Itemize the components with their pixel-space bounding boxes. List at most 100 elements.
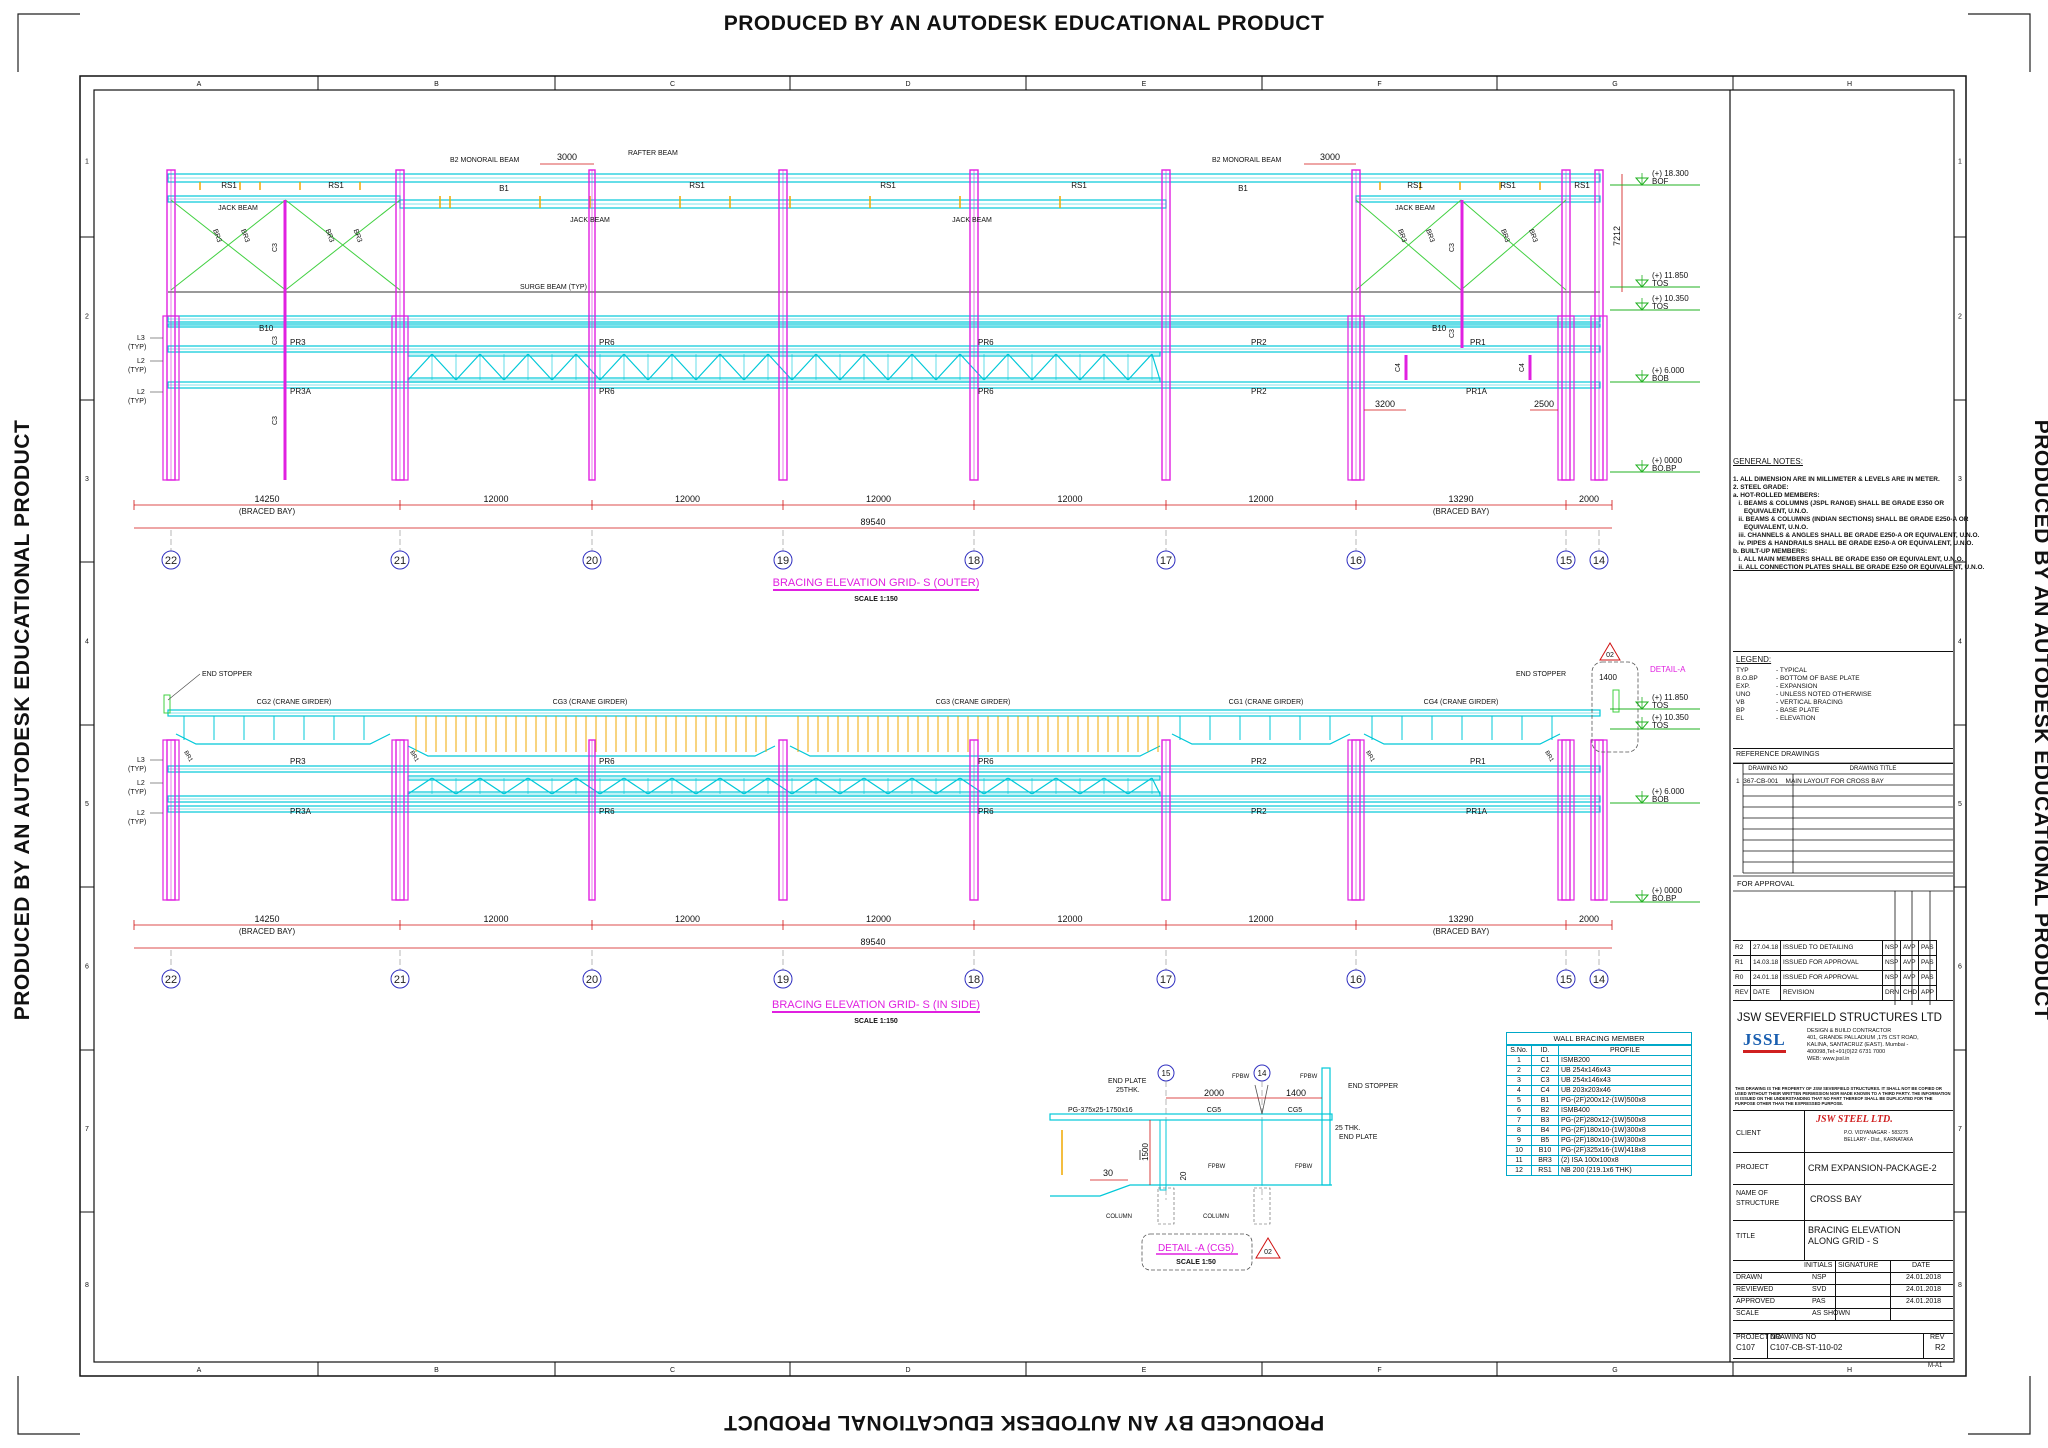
- girder-label: CG3 (CRANE GIRDER): [936, 699, 1011, 706]
- end-plate-label: END PLATE: [1339, 1134, 1378, 1141]
- wb-row: 9 B5 PG-(2F)180x10-(1W)300x8: [1506, 1135, 1692, 1146]
- border-row-label: 2: [1958, 314, 1962, 321]
- pr1-label: PR1: [1470, 757, 1486, 766]
- braced-bay-label: (BRACED BAY): [1433, 927, 1490, 936]
- level-value: (+) 10.350: [1652, 713, 1689, 722]
- bay-dim: 12000: [866, 914, 891, 924]
- truss-diagonal: [551, 353, 577, 381]
- truss-diagonal: [1055, 777, 1081, 795]
- ref-head-no: DRAWING NO: [1748, 766, 1788, 772]
- revision-cell: PAS: [1919, 956, 1937, 970]
- pr1a-label: PR1A: [1466, 807, 1488, 816]
- border-col-label: H: [1847, 81, 1852, 88]
- border-col-label: B: [434, 1367, 439, 1374]
- rs1-label: RS1: [880, 181, 896, 190]
- note-line: ii. ALL CONNECTION PLATES SHALL BE GRADE…: [1733, 564, 1985, 571]
- wb-cell: C4: [1531, 1085, 1559, 1096]
- wb-cell: BR3: [1531, 1155, 1559, 1166]
- br1-label: BR1: [408, 750, 419, 764]
- dim-3200: 3200: [1375, 399, 1395, 409]
- detail-a: 15 14 END PLATE 25THK. PG-375x25-1750x16 CG5 C…: [1049, 1064, 1398, 1271]
- rs1-label: RS1: [689, 181, 705, 190]
- fpbw-label: FPBW: [1300, 1074, 1318, 1080]
- truss-diagonal: [719, 353, 745, 381]
- legend-abbr: EXP.: [1736, 683, 1750, 690]
- title-rule: [1733, 1260, 1953, 1261]
- border-col-label: C: [670, 81, 675, 88]
- revision-cell: AVP: [1901, 956, 1919, 970]
- rs1-label: RS1: [1500, 181, 1516, 190]
- wb-cell: 12: [1506, 1165, 1532, 1176]
- bay-dim: 12000: [1248, 914, 1273, 924]
- wb-cell: 11: [1506, 1155, 1532, 1166]
- detail-ref-triangle: [1255, 1237, 1281, 1259]
- wb-cell: PG-(2F)200x12-(1W)500x8: [1558, 1095, 1692, 1106]
- legend-abbr: UNO: [1736, 691, 1751, 698]
- bay-dim: 12000: [483, 494, 508, 504]
- wb-cell: ISMB200: [1558, 1055, 1692, 1066]
- elevation-inside: END STOPPER END STOPPER CG2 (CRANE GIRDER)…: [128, 642, 1700, 989]
- truss-diagonal: [647, 353, 673, 381]
- company-address-line: WEB: www.jssl.in: [1807, 1056, 1850, 1062]
- end-stopper-label: END STOPPER: [1348, 1083, 1398, 1090]
- truss-diagonal: [791, 777, 817, 795]
- border-row-label: 2: [85, 314, 89, 321]
- b2-label: B2 MONORAIL BEAM: [450, 157, 520, 164]
- cg5-label: CG5: [1288, 1107, 1303, 1114]
- border-row-label: 3: [1958, 476, 1962, 483]
- project-label: PROJECT: [1736, 1164, 1769, 1171]
- legend-desc: - BASE PLATE: [1776, 707, 1820, 714]
- wb-cell: ISMB400: [1558, 1105, 1692, 1116]
- revision-cell: ISSUED FOR APPROVAL: [1781, 971, 1883, 985]
- dim-30: 30: [1103, 1168, 1113, 1178]
- note-line: iv. PIPES & HANDRAILS SHALL BE GRADE E25…: [1733, 540, 1974, 547]
- thk-label: 25THK.: [1116, 1087, 1140, 1094]
- detail-column: [1157, 1187, 1175, 1225]
- wb-cell: 8: [1506, 1125, 1532, 1136]
- typ-label: (TYP): [128, 766, 146, 773]
- wb-row: 12 RS1 NB 200 (219.1x6 THK): [1506, 1165, 1692, 1176]
- legend-item: VB - VERTICAL BRACING: [1736, 699, 1952, 707]
- detail-ref-triangle: [1599, 642, 1621, 661]
- wb-cell: UB 254x146x43: [1558, 1075, 1692, 1086]
- legend-abbr: EL: [1736, 715, 1744, 722]
- wb-cell: RS1: [1531, 1165, 1559, 1176]
- grid-bubble: [1156, 969, 1176, 989]
- level-tag: BO.BP: [1652, 464, 1676, 473]
- truss-diagonal: [839, 353, 865, 381]
- wb-cell: 1: [1506, 1055, 1532, 1066]
- level-tag: TOS: [1652, 302, 1668, 311]
- truss-diagonal: [1007, 777, 1033, 795]
- level-value: (+) 11.850: [1652, 271, 1689, 280]
- truss-diagonal: [623, 353, 649, 381]
- revision-row: R0 24.01.18 ISSUED FOR APPROVAL NSP AVP PAS: [1733, 970, 1937, 985]
- title-rule: [1733, 1320, 1953, 1321]
- girder-label: CG2 (CRANE GIRDER): [257, 699, 332, 706]
- wb-cell: 5: [1506, 1095, 1532, 1106]
- typ-label: (TYP): [128, 367, 146, 374]
- truss-diagonal: [407, 353, 433, 381]
- ref-row-1: 1 367-CB-001 MAIN LAYOUT FOR CROSS BAY: [1736, 778, 1884, 785]
- typ-label: (TYP): [128, 819, 146, 826]
- c3-label: C3: [272, 243, 279, 252]
- revision-cell: ISSUED FOR APPROVAL: [1781, 956, 1883, 970]
- c3-label: C3: [1449, 243, 1456, 252]
- detail-ref: 02: [1606, 652, 1614, 659]
- end-plate: [1159, 1119, 1167, 1191]
- truss-diagonal: [455, 777, 481, 795]
- legend-desc: - UNLESS NOTED OTHERWISE: [1776, 691, 1872, 698]
- truss-diagonal: [911, 777, 937, 795]
- revision-cell: PAS: [1919, 941, 1937, 955]
- detail-column: [1253, 1187, 1271, 1225]
- pr1-label: PR1: [1470, 338, 1486, 347]
- note-line: iii. CHANNELS & ANGLES SHALL BE GRADE E2…: [1733, 532, 1980, 539]
- client-label: CLIENT: [1736, 1130, 1761, 1137]
- grid-bubble-label: 15: [1162, 1069, 1171, 1078]
- dim-7212: 7212: [1612, 226, 1622, 246]
- c4-label: C4: [1395, 363, 1402, 372]
- drawing-no-label: DRAWING NO: [1770, 1334, 1817, 1341]
- wb-cell: NB 200 (219.1x6 THK): [1558, 1165, 1692, 1176]
- legend-item: UNO - UNLESS NOTED OTHERWISE: [1736, 691, 1952, 699]
- bracing: [1355, 199, 1462, 291]
- scale-value: AS SHOWN: [1812, 1310, 1851, 1317]
